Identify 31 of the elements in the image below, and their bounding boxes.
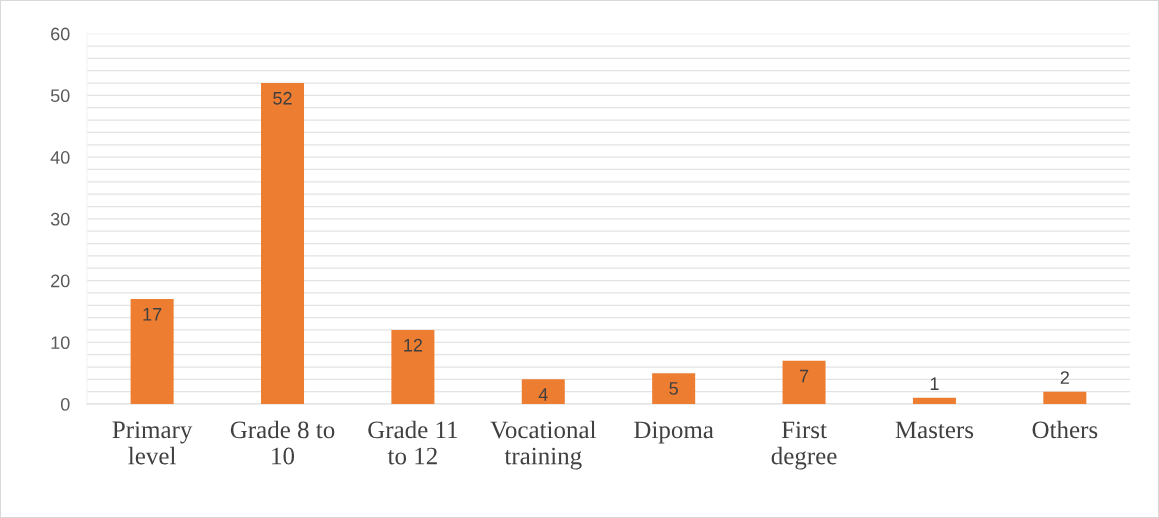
data-label: 17: [143, 308, 162, 321]
bar: [521, 379, 565, 405]
data-label: 1: [930, 377, 939, 390]
x-tick-label: Dipoma: [634, 421, 714, 444]
x-tick-label: Others: [1032, 420, 1098, 439]
data-label: 12: [404, 338, 423, 352]
y-tick-label: 30: [50, 212, 70, 226]
y-tick-label: 40: [50, 151, 70, 164]
y-tick-label: 0: [60, 397, 70, 411]
data-label: 4: [538, 388, 548, 401]
y-tick-label: 10: [51, 336, 70, 350]
data-label: 5: [669, 382, 678, 395]
bar: [652, 373, 696, 405]
y-tick-label: 50: [50, 89, 70, 103]
y-tick-label: 20: [51, 274, 70, 288]
x-tick-label: Primary level: [112, 421, 193, 465]
x-tick-label: Grade 11 to 12: [368, 420, 458, 465]
x-tick-label: Vocational training: [490, 420, 597, 470]
bar: [1043, 391, 1087, 405]
data-label: 52: [273, 91, 292, 105]
data-label: 7: [799, 369, 809, 383]
bar: [130, 299, 174, 405]
bar: [391, 329, 435, 405]
x-tick-label: First degree: [771, 421, 837, 470]
x-tick-label: Grade 8 to 10: [230, 420, 335, 465]
bar: [912, 397, 956, 405]
bar: [782, 360, 826, 405]
data-label: 2: [1060, 371, 1069, 384]
x-tick-label: Masters: [895, 421, 974, 439]
bar: [260, 83, 305, 405]
y-tick-label: 60: [51, 27, 70, 41]
